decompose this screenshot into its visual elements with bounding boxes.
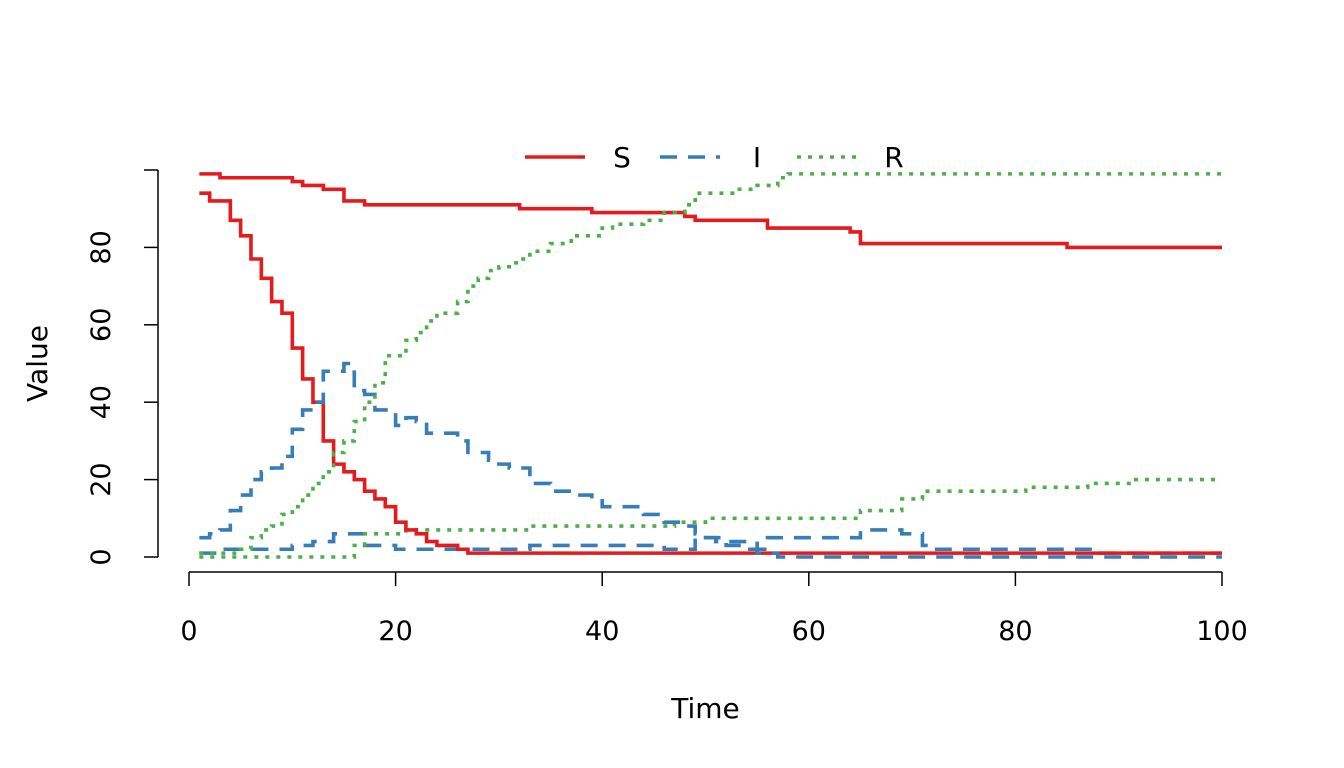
x-axis-ticks: 0 20 40 60 80 100 — [180, 572, 1248, 647]
x-tick-label: 100 — [1196, 616, 1248, 647]
y-axis-title: Value — [21, 325, 54, 402]
y-tick-label: 0 — [86, 548, 117, 565]
x-axis-title: Time — [670, 692, 740, 725]
series-R-sim2 — [199, 172, 1222, 555]
legend-label-R: R — [884, 141, 903, 174]
legend-label-S: S — [613, 141, 631, 174]
x-tick-label: 40 — [585, 616, 619, 647]
series-S-sim2 — [199, 191, 1222, 555]
y-tick-label: 40 — [86, 385, 117, 419]
y-axis-ticks: 0 20 40 60 80 — [86, 169, 158, 566]
series-I-sim2 — [199, 361, 1222, 559]
x-tick-label: 60 — [792, 616, 826, 647]
axes: 0 20 40 60 80 100 0 20 40 60 80 Time Value — [21, 169, 1248, 725]
x-tick-label: 0 — [180, 616, 197, 647]
series-I-sim1 — [199, 528, 1222, 555]
series-S-sim1 — [199, 172, 1222, 250]
plot-area — [199, 172, 1222, 559]
y-tick-label: 60 — [86, 308, 117, 342]
legend-label-I: I — [753, 141, 761, 174]
x-tick-label: 20 — [378, 616, 412, 647]
y-tick-label: 80 — [86, 230, 117, 264]
series-R-sim1 — [199, 477, 1222, 559]
y-tick-label: 20 — [86, 462, 117, 496]
x-tick-label: 80 — [998, 616, 1032, 647]
